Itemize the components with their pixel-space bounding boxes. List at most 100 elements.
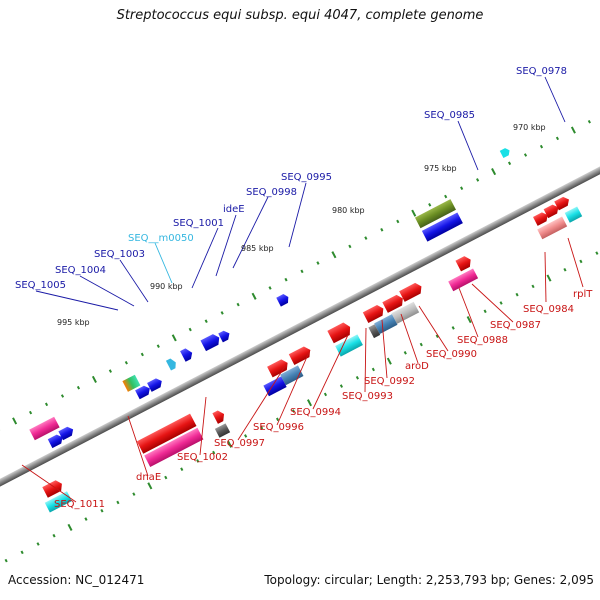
scale-tick (523, 153, 528, 157)
scale-tick (491, 168, 497, 176)
scale-tick (156, 344, 160, 348)
scale-tick (355, 375, 359, 380)
gene-dnae (136, 413, 197, 454)
gene-label: SEQ_1003 (94, 249, 145, 260)
scale-tick (140, 352, 144, 357)
scale-tick (300, 269, 304, 274)
gene-label: SEQ_1004 (55, 265, 106, 276)
gene-seq1003 (147, 378, 162, 392)
scale-tick (331, 251, 337, 259)
scale-tick (291, 409, 296, 413)
gene-seq1002 (212, 410, 225, 424)
scale-tick (212, 450, 216, 455)
scale-label: 980 kbp (332, 206, 365, 215)
scale-tick (476, 178, 480, 182)
scale-tick (84, 517, 88, 521)
scale-label: 975 kbp (424, 164, 457, 173)
scale-tick (164, 475, 168, 480)
gene-seq0993b (374, 314, 398, 335)
gene-seq0996b (280, 365, 304, 386)
scale-tick (451, 326, 455, 330)
forward-genes (29, 148, 510, 449)
scale-tick (100, 508, 104, 513)
gene-seq0985 (414, 199, 456, 229)
scale-tick (555, 136, 560, 141)
scale-tick (411, 209, 417, 217)
scale-tick (196, 459, 200, 463)
gene-label: SEQ_1011 (54, 499, 105, 510)
scale-tick (546, 274, 552, 282)
scale-tick (339, 384, 344, 388)
scale-tick (36, 542, 40, 546)
scale-tick (268, 286, 272, 290)
gene-cyan-right (564, 206, 583, 223)
scale-tick (380, 227, 384, 232)
scale-tick (91, 375, 97, 383)
scale-ticks-bottom (4, 251, 599, 563)
scale-tick (116, 500, 120, 505)
scale-tick (188, 327, 192, 332)
scale-tick (236, 302, 240, 307)
gene-label: SEQ_0987 (490, 320, 541, 331)
gene-seq1002-grey (214, 423, 231, 438)
scale-tick (579, 259, 583, 264)
scale-tick (60, 394, 65, 398)
accession-label: Accession: NC_012471 (8, 573, 145, 587)
gene-seq0993 (391, 301, 420, 324)
gene-seq0987 (455, 256, 471, 272)
gene-seq0990 (399, 282, 422, 302)
gene-arod (382, 294, 403, 313)
gene-seq0994 (327, 322, 351, 344)
scale-tick (563, 267, 567, 272)
scale-tick (204, 319, 208, 324)
gene-seq1011-cyan (44, 491, 73, 513)
scale-tick (515, 292, 519, 297)
scale-tick (284, 277, 288, 282)
gene-seq0995 (276, 294, 289, 307)
scale-tick (364, 236, 368, 240)
scale-tick (227, 440, 233, 448)
scale-tick (531, 284, 535, 289)
gene-pink-left (29, 416, 60, 441)
scale-tick (147, 482, 153, 490)
scale-tick (4, 558, 8, 563)
scale-tick (76, 385, 81, 390)
gene-label: SEQ_0985 (424, 110, 475, 121)
bottom-gene-labels: rplT SEQ_0984 SEQ_0987 SEQ_0988 SEQ_0990… (54, 289, 593, 510)
gene-label: aroD (405, 361, 429, 372)
scale-tick (307, 399, 313, 407)
scale-label: 995 kbp (57, 318, 90, 327)
scale-tick (507, 161, 512, 166)
scale-tick (316, 261, 320, 265)
scale-tick (371, 367, 375, 372)
scale-label: 970 kbp (513, 123, 546, 132)
scale-tick (108, 369, 112, 373)
scale-tick (180, 467, 184, 472)
gene-seq0993c (368, 324, 381, 339)
gene-label: SEQ_0994 (290, 407, 341, 418)
scale-tick (396, 219, 400, 224)
gene-seq1005 (122, 374, 141, 392)
scale-label: 985 kbp (241, 244, 274, 253)
scale-tick (348, 244, 352, 249)
gene-seqm0050 (165, 358, 176, 371)
gene-seq0978 (499, 148, 510, 159)
scale-tick (539, 144, 544, 149)
gene-label: SEQ_0997 (214, 438, 265, 449)
gene-label: dnaE (136, 472, 161, 483)
gene-blue-left2 (58, 426, 74, 441)
scale-tick (595, 251, 599, 255)
gene-seq0994-cyan (335, 334, 363, 357)
genome-summary: Topology: circular; Length: 2,253,793 bp… (264, 573, 594, 587)
gene-seq1011 (42, 480, 62, 498)
scale-tick (20, 550, 24, 555)
gene-blue-left (47, 434, 63, 449)
scale-tick (460, 186, 464, 191)
scale-tick (244, 434, 248, 438)
scale-tick (444, 194, 448, 199)
scale-tick (323, 392, 328, 397)
gene-seq0996 (288, 346, 311, 365)
scale-label: 990 kbp (150, 282, 183, 291)
gene-label: SEQ_0992 (364, 376, 415, 387)
